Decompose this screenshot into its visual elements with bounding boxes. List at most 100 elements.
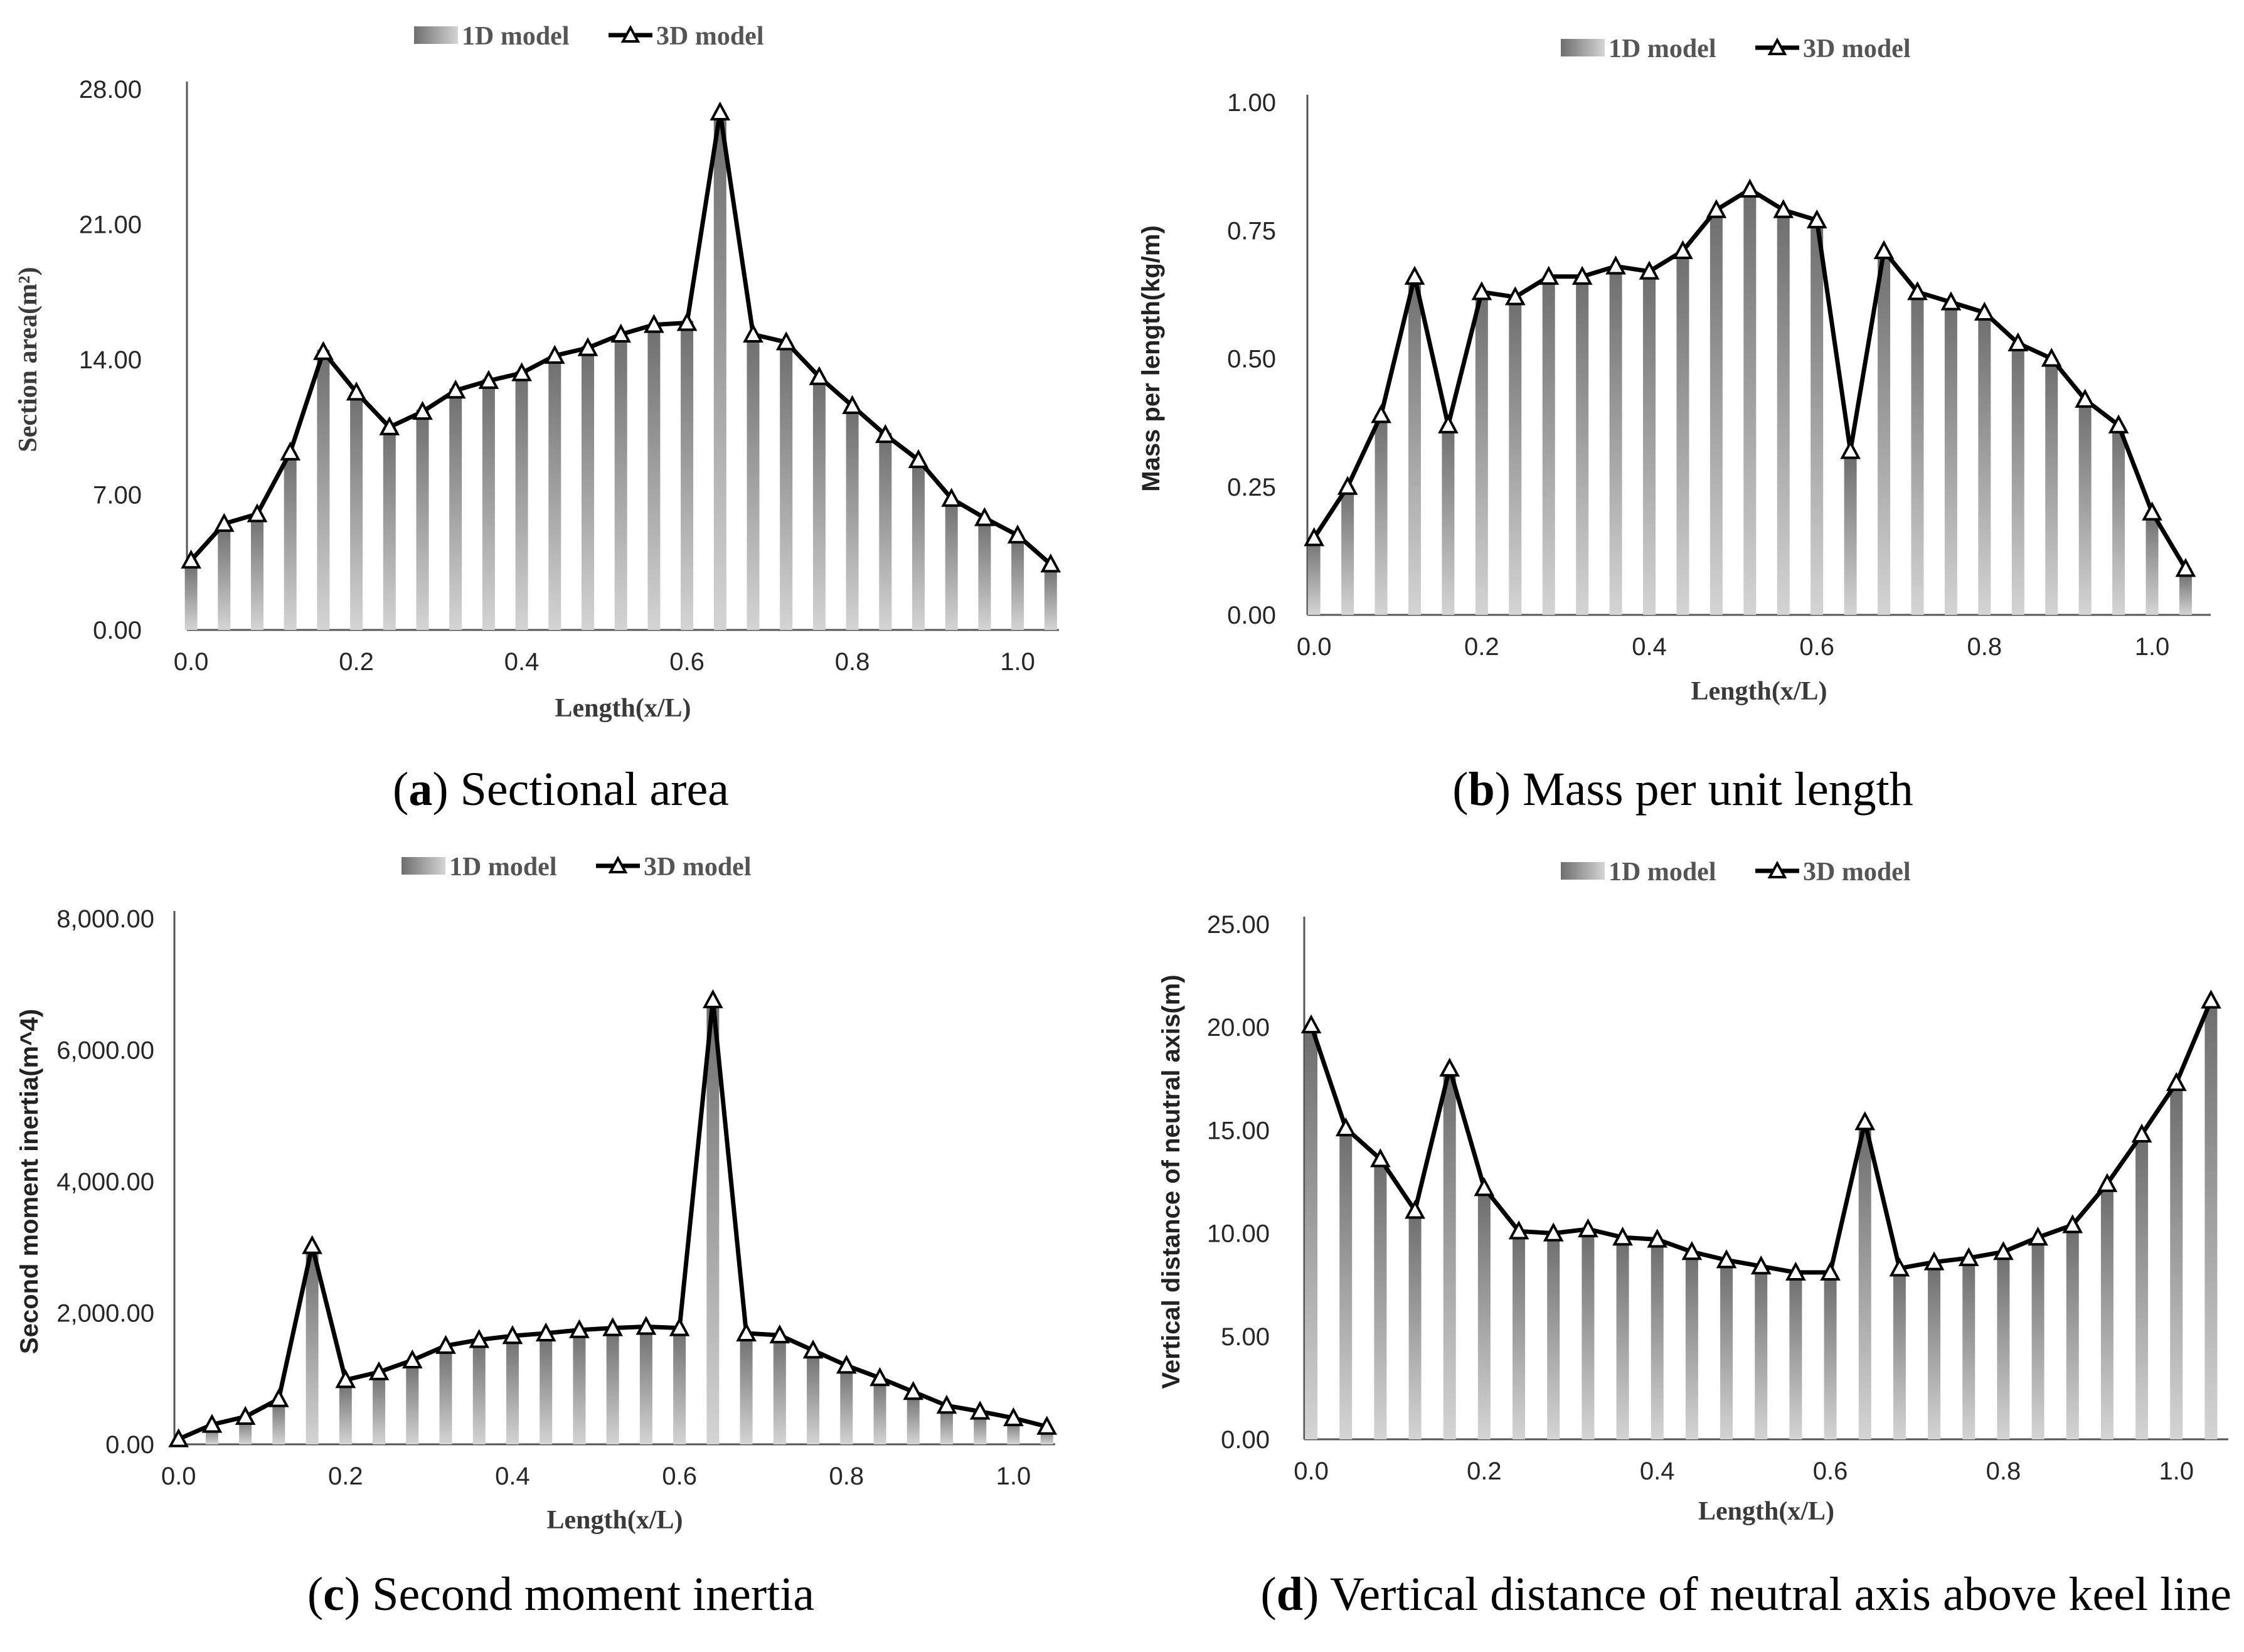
bar-1d-model	[1824, 1276, 1837, 1439]
x-axis-title: Length(x/L)	[546, 1506, 683, 1535]
y-axis-title: Section area(m²)	[14, 267, 43, 452]
bar-1d-model	[2031, 1241, 2045, 1439]
bar-1d-model	[1477, 1191, 1491, 1439]
marker-3d-model	[710, 101, 731, 120]
bar-1d-model	[773, 1335, 786, 1444]
marker-3d-model	[577, 337, 598, 356]
bar-1d-model	[373, 1373, 386, 1444]
marker-3d-model	[644, 314, 664, 333]
y-tick-label: 2,000.00	[56, 1300, 154, 1328]
x-tick-label: 0.2	[1464, 633, 1499, 661]
legend-bar-swatch	[1561, 39, 1605, 56]
bar-1d-model	[1777, 210, 1790, 615]
x-tick-label: 0.6	[669, 648, 705, 676]
marker-3d-model	[2007, 332, 2029, 352]
bar-1d-model	[506, 1336, 519, 1444]
marker-3d-model	[941, 488, 962, 507]
marker-3d-model	[2097, 1173, 2118, 1192]
marker-3d-model	[903, 1380, 924, 1400]
caption-c: (c) Second moment inertia	[307, 1568, 815, 1621]
marker-3d-model	[1706, 199, 1727, 218]
caption-a: (a) Sectional area	[393, 763, 729, 816]
marker-3d-model	[1739, 178, 1760, 198]
bar-1d-model	[472, 1340, 486, 1444]
bar-1d-model	[1643, 271, 1656, 615]
bar-1d-model	[747, 334, 760, 630]
marker-3d-model	[1578, 1218, 1598, 1238]
marker-3d-model	[469, 1329, 490, 1348]
bar-1d-model	[1997, 1254, 2010, 1439]
marker-3d-model	[502, 1324, 523, 1345]
marker-3d-model	[669, 1317, 690, 1336]
bar-1d-model	[807, 1351, 820, 1444]
marker-3d-model	[1335, 1117, 1356, 1137]
marker-3d-model	[379, 416, 400, 435]
x-tick-label: 0.2	[1467, 1457, 1502, 1485]
panel-neutral-axis: 0.00 5.00 10.00 15.00 20.00 25.00 0.0 0.2 0.4 0.6…	[1122, 826, 2244, 1652]
bar-1d-model	[812, 376, 826, 630]
marker-3d-model	[268, 1388, 289, 1407]
x-tick-label: 0.0	[161, 1463, 196, 1490]
bar-1d-model	[1341, 486, 1354, 615]
marker-3d-model	[875, 424, 896, 444]
marker-3d-model	[445, 380, 466, 399]
bar-1d-model	[2204, 1005, 2218, 1439]
bar-1d-model	[1911, 292, 1924, 615]
x-tick-label: 0.6	[662, 1463, 697, 1490]
marker-3d-model	[676, 312, 698, 331]
chart-neutral-axis: 0.00 5.00 10.00 15.00 20.00 25.00 0.0 0.2 0.4 0.6…	[1157, 858, 2228, 1526]
bar-1d-model	[1616, 1241, 1629, 1439]
legend-3d-label: 3D model	[1803, 35, 1911, 63]
y-tick-label: 0.00	[1221, 1426, 1270, 1454]
legend-1d-label: 1D model	[1609, 35, 1716, 63]
bar-1d-model	[1011, 535, 1024, 630]
marker-3d-model	[842, 395, 863, 414]
x-axis-title: Length(x/L)	[1691, 677, 1827, 706]
y-tick-label: 4,000.00	[56, 1168, 154, 1196]
marker-3d-model	[535, 1322, 556, 1342]
bar-1d-model	[1609, 266, 1622, 615]
marker-3d-model	[1474, 1177, 1495, 1196]
bar-1d-model	[1743, 189, 1757, 615]
marker-3d-model	[1605, 255, 1626, 275]
marker-3d-model	[1538, 265, 1560, 285]
bar-1d-model	[1962, 1260, 1975, 1439]
bar-1d-model	[350, 392, 363, 630]
y-tick-label: 5.00	[1221, 1323, 1270, 1351]
marker-3d-model	[1439, 1057, 1460, 1077]
legend-triangle-icon	[1767, 37, 1787, 55]
marker-3d-model	[1504, 286, 1526, 306]
bar-1d-model	[673, 1328, 686, 1444]
bar-1d-model	[1710, 210, 1723, 615]
marker-3d-model	[1750, 1255, 1772, 1275]
marker-3d-model	[1571, 265, 1593, 285]
marker-3d-model	[1681, 1240, 1703, 1260]
y-tick-label: 14.00	[79, 346, 142, 374]
marker-3d-model	[1543, 1222, 1564, 1242]
x-tick-label: 1.0	[1000, 648, 1035, 676]
marker-3d-model	[1840, 440, 1861, 459]
bar-1d-model	[1305, 1029, 1318, 1439]
marker-3d-model	[2075, 388, 2095, 408]
bar-1d-model	[250, 514, 263, 630]
caption-b: (b) Mass per unit length	[1452, 763, 1913, 816]
marker-3d-model	[2041, 348, 2062, 367]
marker-3d-model	[368, 1361, 390, 1380]
legend-1d-label: 1D model	[449, 853, 557, 882]
marker-3d-model	[1639, 260, 1660, 280]
y-axis-title: Vertical distance of neutral axis(m)	[1157, 974, 1185, 1388]
bar-1d-model	[1789, 1274, 1802, 1439]
y-tick-label: 0.75	[1227, 217, 1276, 245]
bar-1d-model	[2135, 1138, 2149, 1439]
marker-3d-model	[908, 449, 929, 469]
marker-3d-model	[1438, 414, 1459, 434]
marker-3d-model	[1716, 1249, 1737, 1269]
marker-3d-model	[1040, 553, 1061, 573]
bar-1d-model	[1651, 1244, 1664, 1439]
legend-bar-swatch	[401, 857, 445, 875]
x-tick-label: 0.0	[1297, 633, 1332, 661]
bar-1d-model	[1509, 297, 1522, 615]
marker-3d-model	[974, 507, 995, 526]
marker-3d-model	[1940, 291, 1962, 311]
bar-1d-model	[2112, 425, 2125, 615]
